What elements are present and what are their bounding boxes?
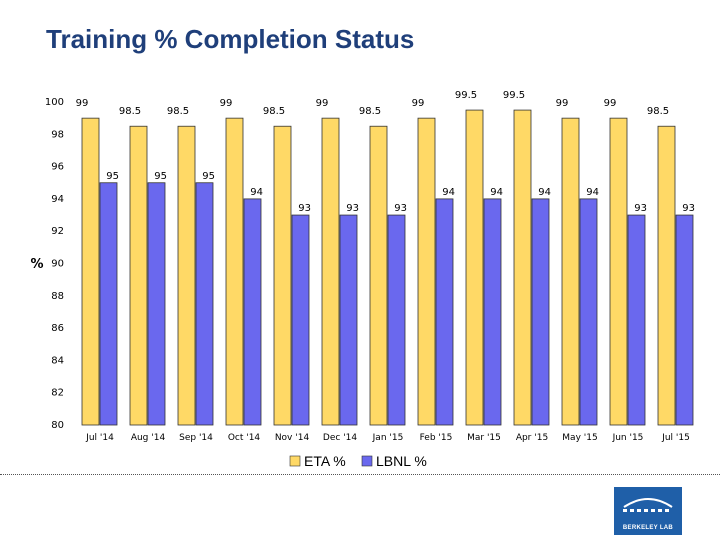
legend-label: LBNL % [376, 453, 427, 469]
y-tick-label: 80 [51, 420, 64, 431]
legend-label: ETA % [304, 453, 346, 469]
bars [81, 109, 694, 426]
bar-chart: 80 82 84 86 88 90 92 94 96 98 100 % 99 95 98.5 95 98.5… [30, 90, 695, 469]
footer-divider [0, 474, 720, 475]
data-label-eta: 99 [556, 98, 569, 109]
bar-lbnl [291, 214, 310, 426]
bar-lbnl [579, 198, 598, 426]
y-tick-label: 86 [51, 323, 64, 334]
bar-eta [609, 117, 628, 426]
x-tick-label: Jul '14 [85, 433, 114, 443]
y-tick-label: 94 [51, 194, 64, 205]
y-axis-label: % [30, 257, 43, 272]
data-label-eta: 98.5 [647, 106, 669, 117]
x-tick-label: May '15 [562, 433, 597, 443]
y-axis-ticks: 80 82 84 86 88 90 92 94 96 98 100 [45, 97, 64, 431]
bar-lbnl [195, 182, 214, 426]
data-label-lbnl: 94 [538, 187, 551, 198]
data-label-eta: 99 [220, 98, 233, 109]
y-tick-label: 82 [51, 388, 64, 399]
data-label-eta: 98.5 [359, 106, 381, 117]
y-tick-label: 92 [51, 226, 64, 237]
x-tick-label: Oct '14 [228, 433, 261, 443]
data-label-lbnl: 94 [250, 187, 263, 198]
bar-lbnl [99, 182, 118, 426]
x-tick-label: Dec '14 [323, 433, 357, 443]
bar-lbnl [675, 214, 694, 426]
legend: ETA % LBNL % [289, 453, 427, 469]
legend-swatch [289, 455, 301, 467]
x-tick-label: Jul '15 [661, 433, 690, 443]
x-tick-label: Feb '15 [420, 433, 453, 443]
data-label-eta: 98.5 [167, 106, 189, 117]
data-label-eta: 99.5 [503, 90, 525, 101]
x-axis-ticks: Jul '14 Aug '14 Sep '14 Oct '14 Nov '14 Dec '… [85, 433, 690, 443]
bar-eta [129, 125, 148, 426]
data-label-lbnl: 95 [202, 171, 215, 182]
x-tick-label: Sep '14 [179, 433, 213, 443]
bar-lbnl [243, 198, 262, 426]
x-tick-label: Mar '15 [467, 433, 501, 443]
bar-eta [225, 117, 244, 426]
page-title: Training % Completion Status [46, 24, 415, 54]
data-label-eta: 99 [76, 98, 89, 109]
data-label-eta: 98.5 [119, 106, 141, 117]
y-tick-label: 90 [51, 259, 64, 270]
logo-text: BERKELEY LAB [622, 525, 674, 531]
y-tick-label: 100 [45, 97, 64, 108]
data-label-lbnl: 94 [442, 187, 455, 198]
data-label-lbnl: 94 [586, 187, 599, 198]
berkeley-lab-logo-icon: BERKELEY LAB [614, 487, 682, 535]
bar-lbnl [531, 198, 550, 426]
bar-eta [177, 125, 196, 426]
bar-eta [417, 117, 436, 426]
data-label-lbnl: 93 [394, 203, 407, 214]
data-labels: 99 95 98.5 95 98.5 95 99 94 98.5 93 99 93 98.5 93 99 94… [76, 90, 695, 214]
x-tick-label: Apr '15 [516, 433, 548, 443]
y-tick-label: 84 [51, 355, 64, 366]
bar-lbnl [147, 182, 166, 426]
bar-eta [369, 125, 388, 426]
bar-eta [657, 125, 676, 426]
data-label-lbnl: 93 [346, 203, 359, 214]
bar-eta [465, 109, 484, 426]
bar-lbnl [339, 214, 358, 426]
bar-lbnl [387, 214, 406, 426]
data-label-lbnl: 95 [154, 171, 167, 182]
data-label-eta: 99 [412, 98, 425, 109]
data-label-eta: 99 [316, 98, 329, 109]
x-tick-label: Jan '15 [372, 433, 404, 443]
building-icon [623, 498, 673, 512]
data-label-lbnl: 93 [298, 203, 311, 214]
bar-eta [513, 109, 532, 426]
bar-eta [561, 117, 580, 426]
bar-lbnl [435, 198, 454, 426]
x-tick-label: Jun '15 [612, 433, 644, 443]
data-label-lbnl: 94 [490, 187, 503, 198]
data-label-eta: 99 [604, 98, 617, 109]
bar-eta [321, 117, 340, 426]
bar-lbnl [627, 214, 646, 426]
bar-eta [273, 125, 292, 426]
data-label-lbnl: 93 [682, 203, 695, 214]
bar-lbnl [483, 198, 502, 426]
data-label-eta: 98.5 [263, 106, 285, 117]
x-tick-label: Nov '14 [275, 433, 310, 443]
data-label-lbnl: 95 [106, 171, 119, 182]
data-label-lbnl: 93 [634, 203, 647, 214]
x-tick-label: Aug '14 [131, 433, 166, 443]
y-tick-label: 98 [51, 129, 64, 140]
y-tick-label: 96 [51, 162, 64, 173]
legend-swatch [361, 455, 373, 467]
bar-eta [81, 117, 100, 426]
data-label-eta: 99.5 [455, 90, 477, 101]
y-tick-label: 88 [51, 291, 64, 302]
